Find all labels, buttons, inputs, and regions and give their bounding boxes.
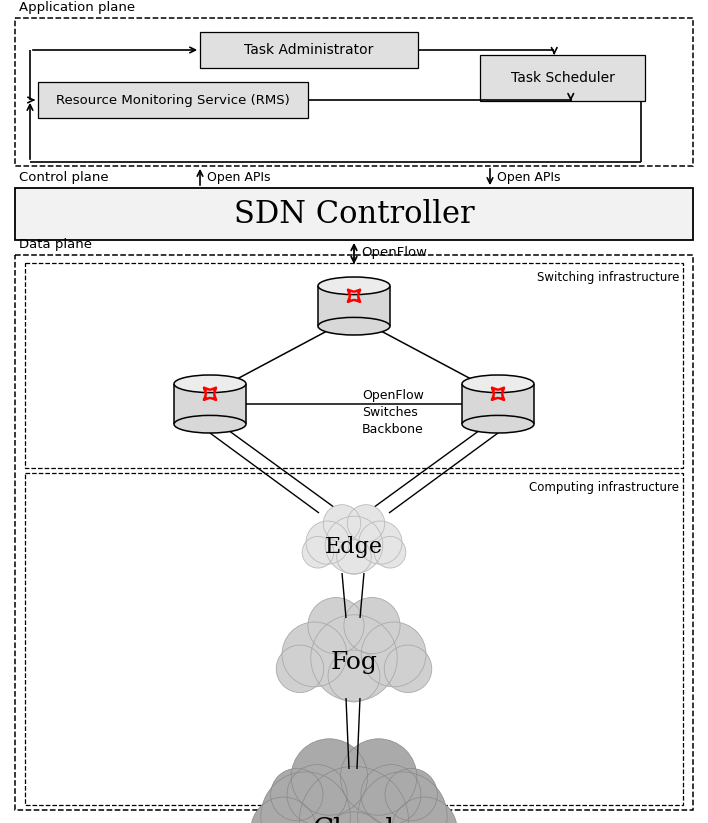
- Bar: [25, 473, 683, 805]
- Ellipse shape: [462, 416, 534, 433]
- Circle shape: [308, 597, 364, 653]
- Bar: [15, 18, 693, 166]
- Text: Data plane: Data plane: [19, 238, 92, 251]
- Text: Resource Monitoring Service (RMS): Resource Monitoring Service (RMS): [56, 94, 290, 106]
- Circle shape: [282, 622, 347, 687]
- Circle shape: [361, 765, 421, 823]
- Circle shape: [359, 521, 402, 565]
- Circle shape: [392, 797, 457, 823]
- Circle shape: [276, 645, 324, 693]
- Bar: [200, 32, 418, 68]
- Bar: [15, 255, 693, 810]
- Circle shape: [358, 772, 447, 823]
- Circle shape: [384, 645, 432, 693]
- Circle shape: [261, 772, 350, 823]
- Circle shape: [344, 597, 400, 653]
- Circle shape: [251, 797, 316, 823]
- Circle shape: [361, 622, 426, 687]
- Text: Task Scheduler: Task Scheduler: [510, 71, 615, 85]
- Circle shape: [328, 650, 380, 702]
- Text: OpenFlow: OpenFlow: [361, 245, 427, 258]
- Bar: [318, 286, 390, 326]
- Bar: [462, 384, 534, 424]
- Circle shape: [302, 537, 334, 568]
- Circle shape: [341, 739, 417, 816]
- Bar: [15, 188, 693, 240]
- Circle shape: [319, 812, 389, 823]
- Circle shape: [291, 739, 367, 816]
- Ellipse shape: [318, 277, 390, 295]
- Text: Task Administrator: Task Administrator: [244, 43, 374, 57]
- Circle shape: [374, 537, 406, 568]
- Text: Edge: Edge: [325, 536, 383, 558]
- Text: Switching infrastructure: Switching infrastructure: [537, 271, 679, 284]
- Circle shape: [385, 769, 438, 821]
- Circle shape: [348, 504, 384, 542]
- Circle shape: [311, 615, 397, 701]
- Text: Control plane: Control plane: [19, 171, 108, 184]
- Text: Application plane: Application plane: [19, 1, 135, 14]
- Text: Open APIs: Open APIs: [497, 170, 561, 184]
- Ellipse shape: [174, 416, 246, 433]
- Ellipse shape: [174, 375, 246, 393]
- Circle shape: [270, 769, 323, 821]
- Circle shape: [325, 516, 383, 574]
- Circle shape: [337, 540, 371, 574]
- Ellipse shape: [462, 375, 534, 393]
- Text: Open APIs: Open APIs: [207, 170, 270, 184]
- Text: Cloud: Cloud: [313, 817, 395, 823]
- Bar: [38, 82, 308, 118]
- Bar: [480, 55, 645, 101]
- Circle shape: [287, 765, 347, 823]
- Bar: [174, 384, 246, 424]
- Text: OpenFlow
Switches
Backbone: OpenFlow Switches Backbone: [362, 389, 424, 436]
- Text: SDN Controller: SDN Controller: [234, 198, 474, 230]
- Circle shape: [324, 504, 360, 542]
- Text: Fog: Fog: [331, 650, 377, 673]
- Circle shape: [306, 521, 349, 565]
- Ellipse shape: [318, 318, 390, 335]
- Bar: [25, 263, 683, 468]
- Text: Computing infrastructure: Computing infrastructure: [529, 481, 679, 494]
- Circle shape: [299, 766, 409, 823]
